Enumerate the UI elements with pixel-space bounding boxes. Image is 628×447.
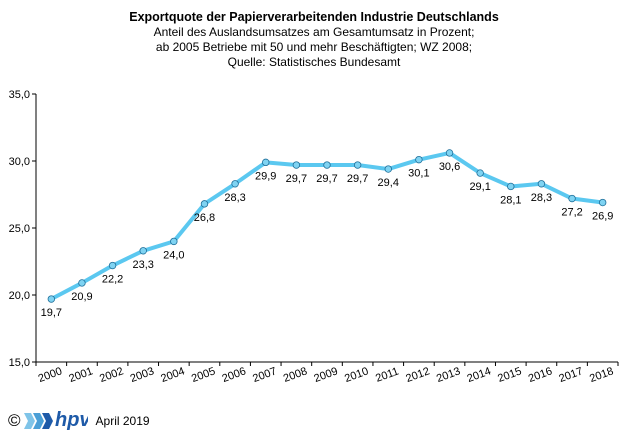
data-point [231, 180, 239, 188]
data-point [415, 155, 423, 164]
hpv-logo-wordmark: hpv [55, 409, 88, 431]
data-label: 29,4 [378, 177, 399, 189]
data-label: 30,1 [408, 168, 429, 180]
x-tick-label: 2013 [435, 365, 462, 385]
chart-subtitle-line-2: ab 2005 Betriebe mit 50 und mehr Beschäf… [155, 40, 473, 54]
y-tick-label: 35,0 [9, 89, 30, 101]
data-label: 28,3 [224, 192, 245, 204]
data-point [384, 165, 392, 173]
data-label: 29,1 [469, 181, 490, 193]
x-tick-label: 2005 [190, 365, 217, 385]
y-tick-label: 25,0 [9, 223, 30, 235]
x-tick-label: 2001 [67, 365, 94, 385]
chart-subtitle-line-1: Anteil des Auslandsumsatzes am Gesamtums… [153, 25, 475, 39]
data-label: 29,7 [347, 173, 368, 185]
x-tick-label: 2009 [312, 365, 339, 385]
data-label: 24,0 [163, 249, 184, 261]
x-tick-label: 2016 [527, 365, 554, 385]
data-point [598, 198, 607, 207]
data-point [353, 161, 362, 169]
data-point [568, 194, 576, 203]
data-point [476, 169, 484, 177]
data-point [507, 182, 515, 191]
footer-date: April 2019 [95, 414, 150, 428]
data-label: 22,2 [102, 274, 123, 286]
data-label: 29,9 [255, 170, 276, 182]
data-point [170, 237, 178, 246]
x-tick-label: 2018 [588, 365, 615, 385]
data-label: 26,9 [592, 211, 613, 223]
y-tick-label: 20,0 [9, 290, 30, 302]
data-point [108, 261, 117, 270]
x-tick-label: 2008 [282, 365, 309, 385]
chart-title: Exportquote der Papierverarbeitenden Ind… [129, 10, 499, 24]
x-tick-label: 2017 [557, 365, 584, 385]
data-label: 29,7 [286, 173, 307, 185]
x-tick-label: 2000 [37, 365, 64, 385]
data-point [139, 247, 147, 255]
copyright-symbol: © [8, 411, 21, 430]
x-tick-label: 2010 [343, 365, 370, 385]
data-label: 20,9 [71, 291, 92, 303]
x-tick-label: 2007 [251, 365, 278, 385]
y-tick-label: 30,0 [9, 156, 30, 168]
chart-subtitle-line-3: Quelle: Statistisches Bundesamt [227, 55, 401, 69]
hpv-logo-icon [23, 413, 53, 429]
data-label: 30,6 [439, 161, 460, 173]
y-tick-label: 15,0 [9, 357, 30, 369]
data-label: 27,2 [561, 207, 582, 219]
hpv-logo-text: hpv [55, 409, 88, 431]
data-label: 19,7 [41, 307, 62, 319]
data-label: 28,3 [531, 192, 552, 204]
data-point [323, 161, 331, 169]
data-point [445, 149, 454, 157]
data-label: 28,1 [500, 194, 521, 206]
data-point [292, 161, 301, 169]
x-tick-label: 2006 [221, 365, 248, 385]
data-label: 29,7 [316, 173, 337, 185]
x-tick-label: 2002 [98, 365, 125, 385]
data-label: 23,3 [132, 259, 153, 271]
footer: © hpv April 2019 [8, 406, 150, 436]
data-point [537, 180, 546, 188]
x-tick-label: 2014 [466, 365, 493, 385]
data-point [47, 295, 56, 303]
chart-title-block: Exportquote der Papierverarbeitenden Ind… [0, 10, 628, 70]
x-tick-label: 2015 [496, 365, 523, 385]
x-tick-label: 2004 [159, 365, 186, 385]
data-point [200, 200, 209, 208]
x-tick-label: 2012 [404, 365, 431, 385]
data-point [78, 279, 86, 287]
data-label: 26,8 [194, 212, 215, 224]
data-point [262, 158, 270, 167]
x-tick-label: 2003 [129, 365, 156, 385]
x-tick-label: 2011 [374, 365, 400, 384]
